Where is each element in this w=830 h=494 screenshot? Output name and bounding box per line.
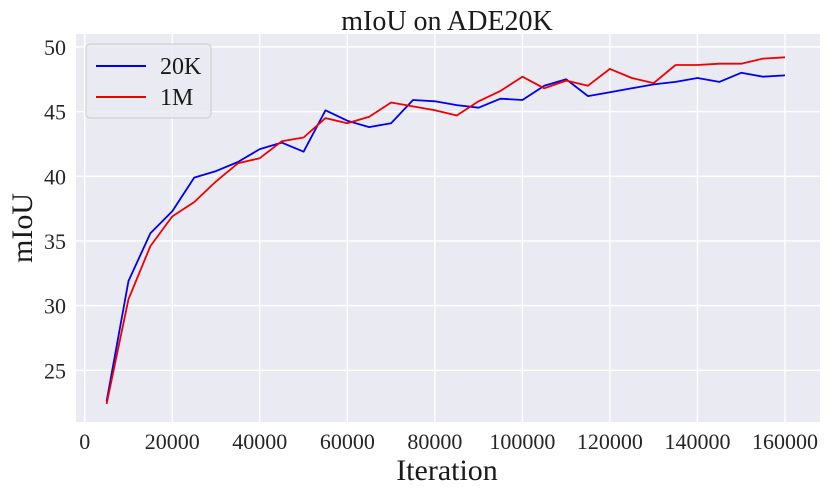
x-axis-label: Iteration: [396, 454, 498, 487]
legend-label: 20K: [160, 54, 202, 80]
y-tick-label: 50: [44, 35, 66, 60]
x-axis-ticks: 0 20000 40000 60000 80000 100000 120000 140000 1…: [79, 429, 818, 454]
y-tick-label: 40: [44, 164, 66, 189]
y-tick-label: 35: [44, 229, 66, 254]
y-tick-label: 30: [44, 294, 66, 319]
x-tick-label: 40000: [232, 429, 287, 454]
series-lines: [105, 56, 786, 405]
legend-label: 1M: [160, 85, 193, 111]
x-tick-label: 80000: [407, 429, 462, 454]
y-tick-label: 45: [44, 100, 66, 125]
legend-box: [85, 43, 212, 119]
y-axis-ticks: 25 30 35 40 45 50: [44, 35, 66, 383]
y-tick-label: 25: [44, 358, 66, 383]
x-tick-label: 100000: [489, 429, 555, 454]
x-tick-label: 140000: [664, 429, 730, 454]
y-axis-label: mIoU: [6, 193, 39, 263]
x-tick-label: 120000: [577, 429, 643, 454]
chart-title: mIoU on ADE20K: [341, 6, 553, 37]
x-tick-label: 60000: [320, 429, 375, 454]
x-tick-label: 160000: [752, 429, 818, 454]
x-tick-label: 0: [79, 429, 90, 454]
series-line-1m: [105, 56, 786, 405]
x-tick-label: 20000: [145, 429, 200, 454]
grid-lines: [76, 34, 820, 422]
series-line-20k: [105, 71, 786, 402]
